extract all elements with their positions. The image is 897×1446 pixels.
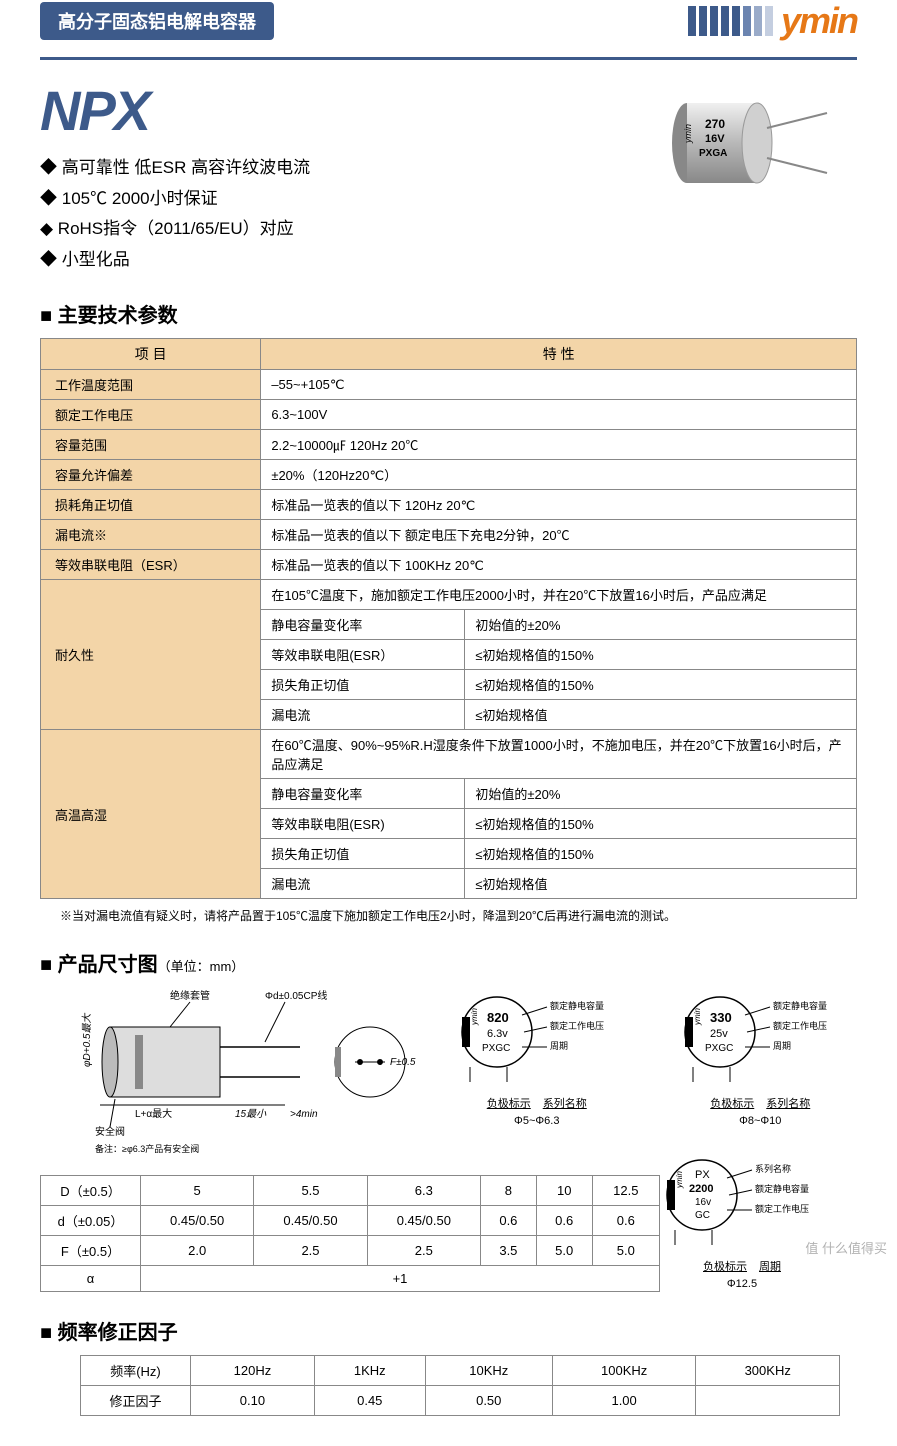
svg-text:820: 820: [487, 1010, 509, 1025]
feature-item: 105℃ 2000小时保证: [40, 184, 637, 215]
svg-text:额定静电容量: 额定静电容量: [755, 1183, 809, 1194]
product-image: 270 16V PXGA ymin: [637, 78, 857, 198]
svg-text:额定静电容量: 额定静电容量: [773, 1000, 827, 1011]
feature-list: 高可靠性 低ESR 高容许纹波电流105℃ 2000小时保证RoHS指令（201…: [40, 153, 637, 275]
svg-text:ymin: ymin: [470, 1008, 479, 1026]
doc-title: 高分子固态铝电解电容器: [40, 2, 274, 40]
svg-text:周期: 周期: [773, 1041, 791, 1051]
marking-diagrams: ymin 8206.3vPXGC 额定静电容量 额定工作电压 周期 负极标示系列…: [440, 987, 857, 1160]
svg-text:2200: 2200: [689, 1183, 713, 1195]
svg-text:330: 330: [710, 1010, 732, 1025]
svg-text:备注：≥φ6.3产品有安全阀: 备注：≥φ6.3产品有安全阀: [95, 1143, 199, 1154]
svg-text:额定工作电压: 额定工作电压: [773, 1020, 827, 1031]
svg-text:系列名称: 系列名称: [755, 1163, 791, 1174]
spec-note: ※当对漏电流值有疑义时，请将产品置于105℃温度下施加额定工作电压2小时，降温到…: [60, 907, 857, 924]
dimension-drawing: 绝缘套管 Φd±0.05CP线 L+α最大 15最小 >4min φD+0.5最…: [40, 987, 420, 1160]
svg-text:φD+0.5最大: φD+0.5最大: [81, 1013, 93, 1067]
spec-table: 项 目特 性工作温度范围–55~+105℃额定工作电压6.3~100V容量范围2…: [40, 338, 857, 899]
watermark: 值 什么值得买: [805, 1238, 887, 1257]
svg-text:15最小: 15最小: [235, 1108, 267, 1120]
svg-text:25v: 25v: [710, 1028, 728, 1040]
header: 高分子固态铝电解电容器 ymin: [40, 0, 857, 42]
dimension-table: D（±0.5）55.56.381012.5d（±0.05）0.45/0.500.…: [40, 1175, 660, 1292]
svg-text:绝缘套管: 绝缘套管: [170, 989, 210, 1002]
feature-item: 小型化品: [40, 245, 637, 276]
feature-item: 高可靠性 低ESR 高容许纹波电流: [40, 153, 637, 184]
svg-text:周期: 周期: [550, 1041, 568, 1051]
svg-text:额定工作电压: 额定工作电压: [755, 1203, 809, 1214]
svg-text:L+α最大: L+α最大: [135, 1107, 172, 1120]
svg-text:6.3v: 6.3v: [487, 1028, 508, 1040]
svg-text:PX: PX: [695, 1169, 710, 1181]
svg-text:ymin: ymin: [675, 1171, 684, 1189]
marking-diagram-3: ymin PX220016vGC 系列名称 额定静电容量 额定工作电压 负极标示…: [657, 1150, 827, 1290]
svg-text:PXGC: PXGC: [705, 1043, 733, 1054]
spec-heading: 主要技术参数: [40, 299, 857, 328]
product-name: NPX: [40, 78, 637, 143]
brand-logo: ymin: [781, 0, 857, 42]
svg-text:Φd±0.05CP线: Φd±0.05CP线: [265, 989, 327, 1002]
svg-text:16V: 16V: [705, 133, 725, 145]
feature-item: RoHS指令（2011/65/EU）对应: [40, 214, 637, 245]
decorative-bars: [688, 6, 773, 36]
svg-text:额定静电容量: 额定静电容量: [550, 1000, 604, 1011]
svg-text:>4min: >4min: [290, 1109, 318, 1120]
svg-text:F±0.5: F±0.5: [390, 1057, 416, 1068]
svg-text:额定工作电压: 额定工作电压: [550, 1020, 604, 1031]
freq-table: 频率(Hz)120Hz1KHz10KHz100KHz300KHz修正因子0.10…: [80, 1355, 840, 1416]
svg-text:PXGA: PXGA: [699, 148, 727, 159]
dim-heading: 产品尺寸图（单位：mm）: [40, 948, 857, 977]
svg-text:ymin: ymin: [693, 1008, 702, 1026]
freq-heading: 频率修正因子: [40, 1316, 857, 1345]
svg-text:PXGC: PXGC: [482, 1043, 510, 1054]
svg-text:ymin: ymin: [683, 124, 693, 144]
svg-text:270: 270: [705, 117, 725, 131]
svg-text:16v: 16v: [695, 1197, 711, 1208]
svg-text:GC: GC: [695, 1210, 710, 1221]
